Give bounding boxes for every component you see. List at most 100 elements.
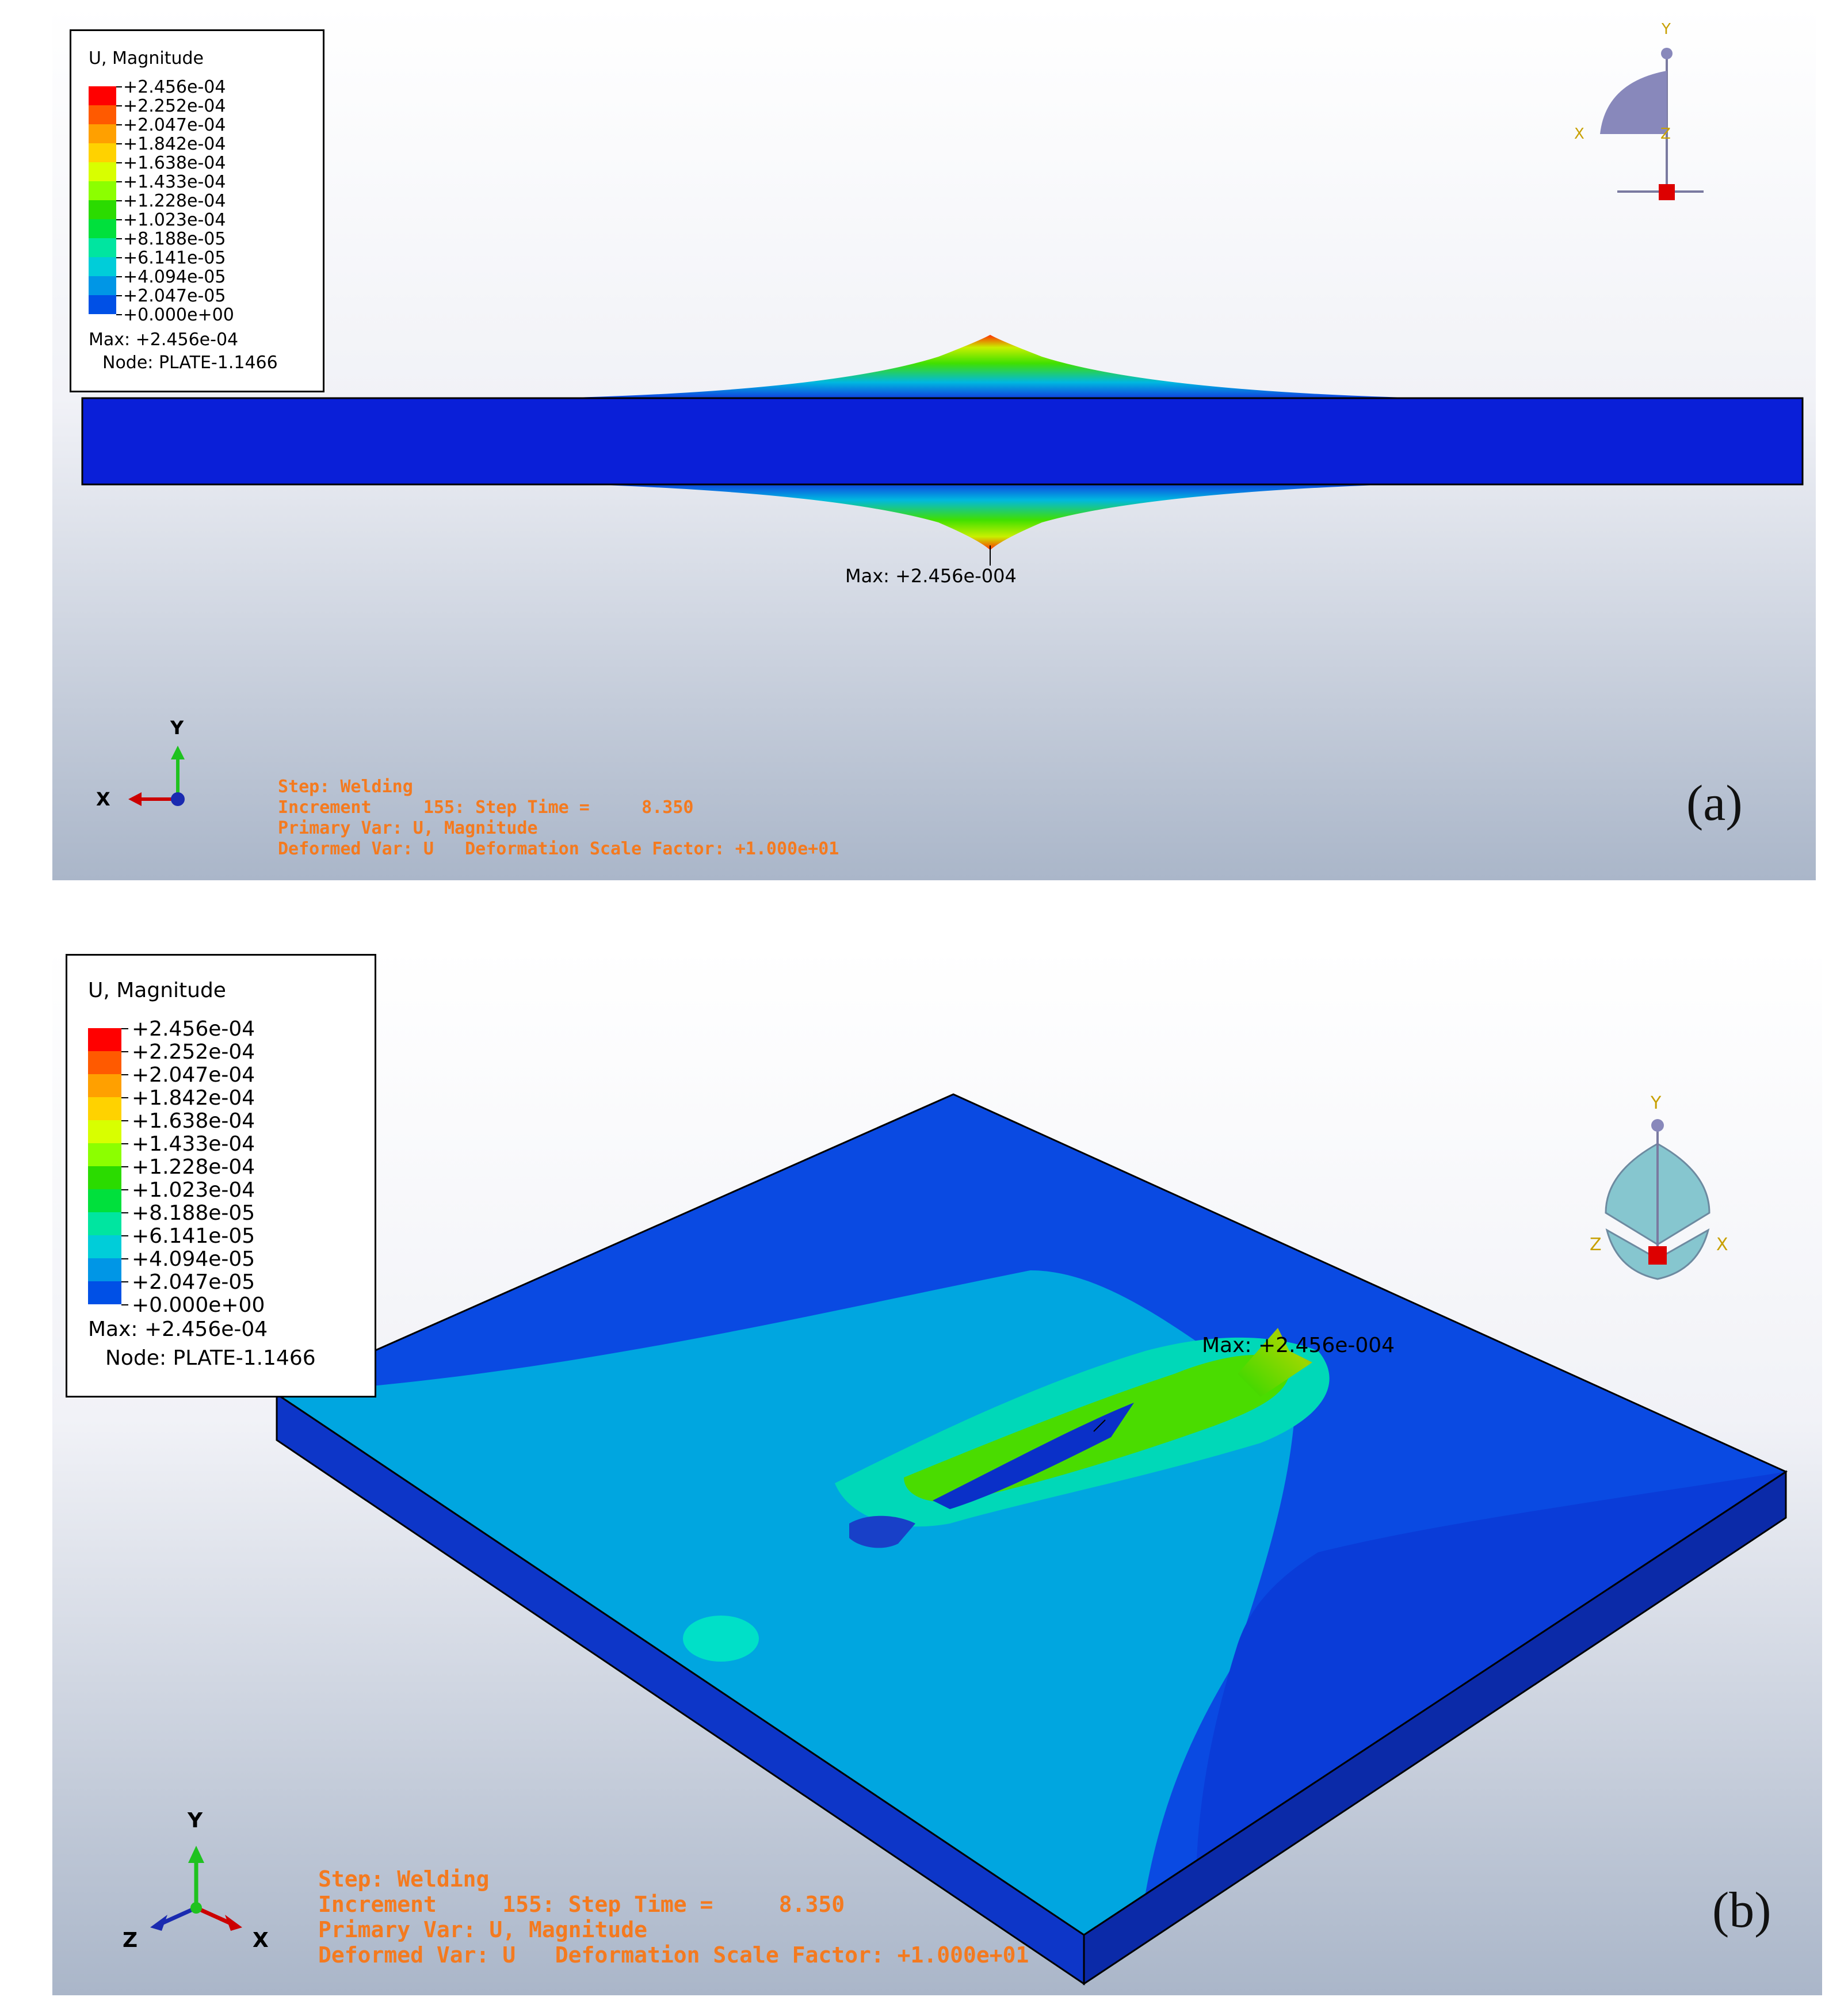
model-view-a — [81, 48, 1804, 806]
legend-swatch — [88, 1143, 121, 1166]
legend-swatch — [89, 200, 116, 219]
legend-value: +1.433e-04 — [123, 172, 226, 192]
view-cube-z-label: Z — [1590, 1235, 1602, 1255]
legend-swatch — [88, 1235, 121, 1258]
legend-value: +1.638e-04 — [132, 1109, 255, 1133]
legend-tick — [121, 1097, 128, 1098]
legend-swatch — [89, 238, 116, 257]
panel-label-a: (a) — [1686, 776, 1743, 831]
legend-tick — [116, 314, 122, 315]
legend-node: Node: PLATE-1.1466 — [105, 1346, 316, 1370]
legend-panel-a: U, Magnitude +2.456e-04 +2.252e-04 +2.047e… — [70, 29, 324, 392]
legend-value: +1.023e-04 — [132, 1178, 255, 1202]
cyan-spot — [683, 1616, 759, 1662]
legend-tick — [116, 124, 122, 125]
legend-tick — [121, 1258, 128, 1259]
legend-value: +6.141e-05 — [132, 1224, 255, 1248]
legend-swatch — [89, 124, 116, 143]
legend-swatch — [88, 1258, 121, 1281]
legend-tick — [121, 1120, 128, 1121]
triad-y-label: Y — [170, 717, 184, 739]
step-line: Step: Welding — [318, 1866, 490, 1892]
triad-x-label: X — [96, 788, 110, 810]
legend-tick — [116, 143, 122, 144]
legend-tick — [121, 1166, 128, 1167]
primary-var-line: Primary Var: U, Magnitude — [278, 818, 538, 838]
legend-value: +2.456e-04 — [132, 1017, 255, 1041]
legend-tick — [121, 1304, 128, 1305]
legend-swatch — [89, 219, 116, 238]
deformed-var-line: Deformed Var: U Deformation Scale Factor… — [278, 839, 839, 859]
legend-swatch — [88, 1281, 121, 1304]
legend-value: +1.228e-04 — [132, 1155, 255, 1179]
legend-tick — [116, 200, 122, 201]
legend-value: +2.252e-04 — [132, 1040, 255, 1064]
legend-max: Max: +2.456e-04 — [89, 330, 239, 350]
legend-swatch — [88, 1212, 121, 1235]
step-line: Step: Welding — [278, 777, 413, 797]
legend-swatch — [89, 295, 116, 314]
legend-tick — [121, 1051, 128, 1052]
legend-max: Max: +2.456e-04 — [88, 1318, 268, 1341]
legend-tick — [121, 1281, 128, 1282]
legend-tick — [116, 86, 122, 87]
legend-value: +1.842e-04 — [132, 1086, 255, 1110]
legend-value: +8.188e-05 — [123, 229, 226, 249]
legend-tick — [116, 219, 122, 220]
legend-value: +4.094e-05 — [132, 1247, 255, 1271]
axis-triad-b — [150, 1846, 242, 1931]
view-cube-y-label: Y — [1662, 21, 1671, 38]
view-cube-a — [1600, 48, 1704, 200]
legend-swatch — [89, 105, 116, 124]
triad-x-label: X — [253, 1929, 269, 1952]
legend-tick — [121, 1189, 128, 1190]
legend-value: +2.047e-04 — [132, 1063, 255, 1087]
plate-section — [81, 397, 1804, 486]
legend-swatch — [88, 1189, 121, 1212]
legend-value: +2.252e-04 — [123, 96, 226, 116]
viewport-panel-b[interactable]: U, Magnitude +2.456e-04 +2.252e-04 +2.047e… — [52, 948, 1822, 1995]
legend-swatch — [88, 1051, 121, 1074]
legend-value: +2.047e-05 — [132, 1270, 255, 1294]
legend-swatch — [89, 143, 116, 162]
viewport-panel-a[interactable]: U, Magnitude +2.456e-04 +2.252e-04 +2.047e… — [52, 5, 1816, 880]
legend-value: +2.456e-04 — [123, 77, 226, 97]
legend-panel-b: U, Magnitude +2.456e-04 +2.252e-04 +2.047e… — [66, 954, 376, 1398]
legend-swatch — [88, 1120, 121, 1143]
legend-value: +0.000e+00 — [123, 305, 234, 325]
legend-tick — [116, 238, 122, 239]
model-view-b — [150, 1093, 1788, 1986]
legend-tick — [121, 1143, 128, 1144]
legend-tick — [116, 295, 122, 296]
legend-swatch — [88, 1097, 121, 1120]
legend-swatch — [89, 181, 116, 200]
legend-tick — [116, 257, 122, 258]
legend-swatch — [88, 1028, 121, 1051]
legend-swatch — [89, 86, 116, 105]
legend-tick — [121, 1212, 128, 1213]
legend-swatch — [89, 276, 116, 295]
primary-var-line: Primary Var: U, Magnitude — [318, 1917, 647, 1942]
legend-tick — [116, 105, 122, 106]
legend-swatch — [88, 1074, 121, 1097]
legend-tick — [121, 1028, 128, 1029]
legend-title: U, Magnitude — [88, 979, 226, 1002]
weld-peak — [1238, 1328, 1312, 1397]
legend-value: +0.000e+00 — [132, 1293, 265, 1317]
legend-value: +6.141e-05 — [123, 248, 226, 268]
max-marker-label: Max: +2.456e-004 — [1202, 1334, 1395, 1357]
legend-tick — [116, 162, 122, 163]
legend-value: +1.638e-04 — [123, 153, 226, 173]
legend-value: +8.188e-05 — [132, 1201, 255, 1225]
panel-label-b: (b) — [1712, 1883, 1771, 1938]
deformation-bulge-top — [553, 335, 1427, 398]
step-info-a: Step: Welding Increment 155: Step Time = … — [278, 777, 839, 860]
triad-z-label: Z — [123, 1929, 138, 1952]
legend-tick — [121, 1235, 128, 1236]
increment-line: Increment 155: Step Time = 8.350 — [318, 1892, 845, 1917]
legend-swatch — [88, 1166, 121, 1189]
weld-wedge — [933, 1403, 1134, 1509]
view-cube-y-label: Y — [1651, 1093, 1662, 1113]
legend-swatch — [89, 257, 116, 276]
legend-value: +2.047e-04 — [123, 115, 226, 135]
